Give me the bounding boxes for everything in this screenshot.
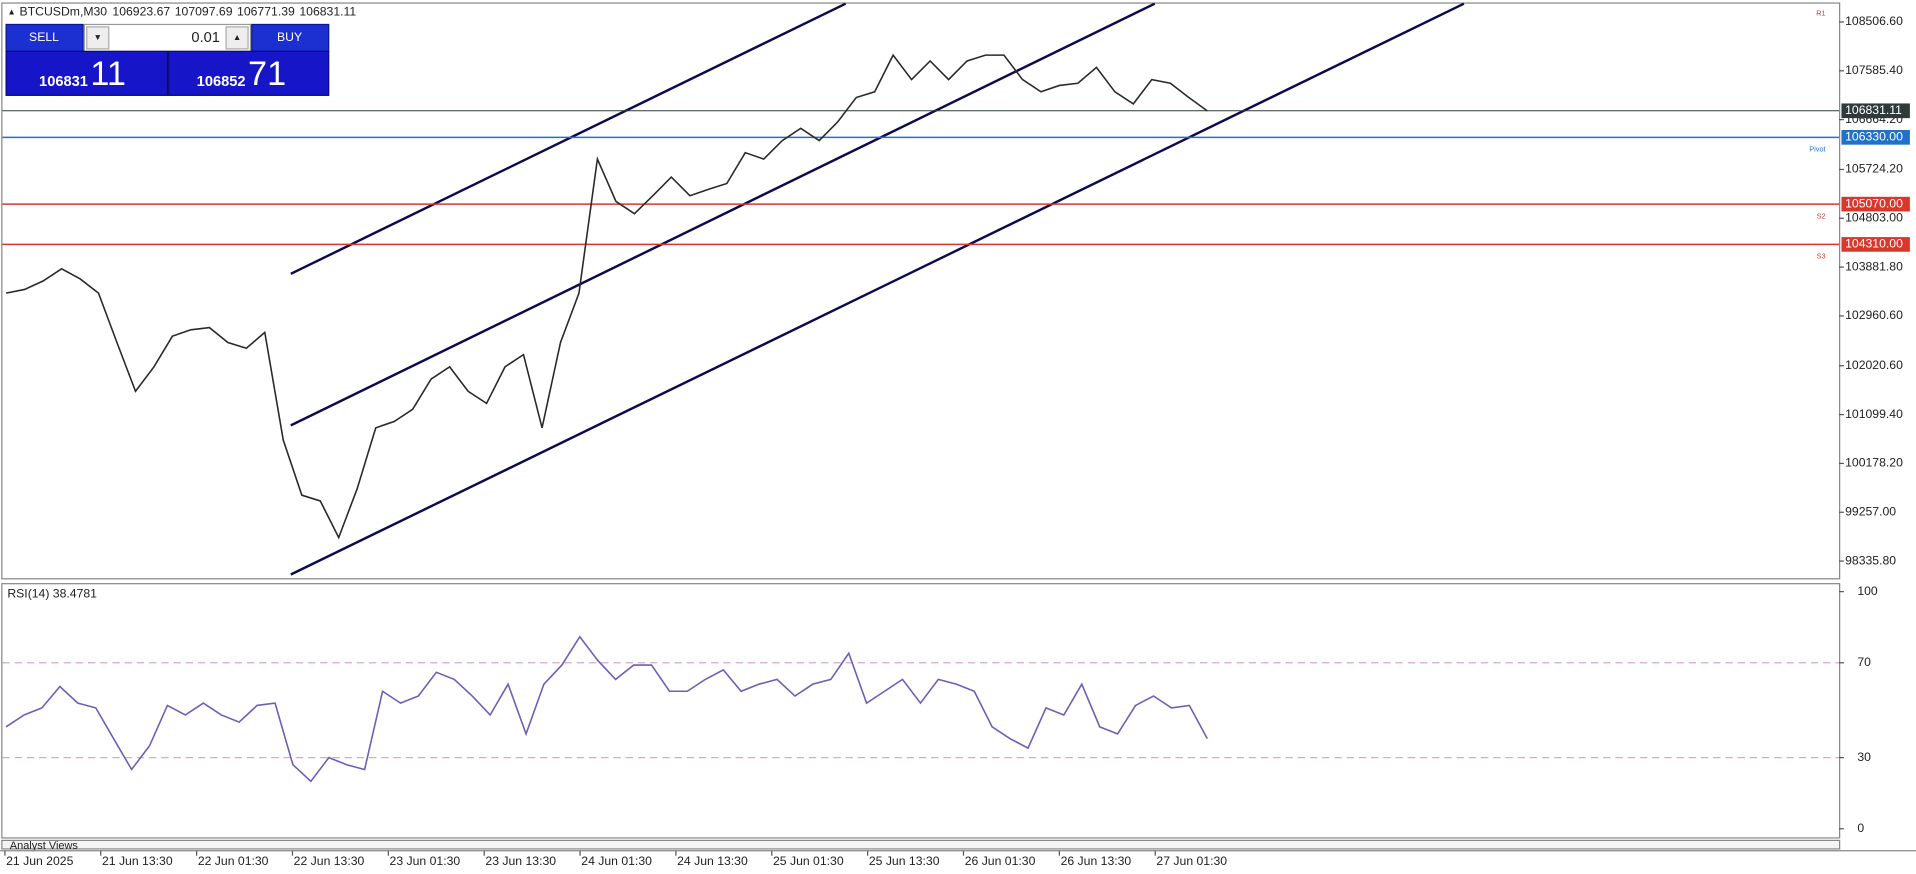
plot-layer: 21 Jun 2025 21 Jun 13:30 22 Jun 01:30 22 Ju… [2,8,1910,868]
y-tick-label: 0 [1857,821,1864,835]
volume-down[interactable] [86,26,110,50]
down-arrow[interactable]: ▼ [94,32,102,42]
time-label: 25 Jun 13:30 [869,854,940,868]
rsi-title: RSI(14) 38.4781 [7,586,97,600]
bid-box[interactable] [5,50,169,96]
y-tick-label: 100 [1857,584,1878,598]
level-label: 106831.11 [1845,103,1902,117]
time-label: 26 Jun 01:30 [965,854,1036,868]
y-tick-label: 98335.80 [1845,553,1896,567]
time-label: 27 Jun 01:30 [1156,854,1227,868]
channel-line [290,2,1465,576]
buy-button[interactable] [251,23,330,52]
rsi-pane [1,583,1841,839]
level-label-box [1841,130,1910,145]
time-label: 26 Jun 13:30 [1061,854,1132,868]
sell-label[interactable]: SELL [29,30,59,44]
level-name: S2 [1817,211,1826,220]
ask-big[interactable]: 106852 [197,74,246,90]
level-label: 104310.00 [1845,237,1903,251]
channel-line [290,2,1156,427]
ask-small[interactable]: 71 [248,55,286,93]
collapse-icon[interactable]: ▲ [7,6,15,16]
ohlc-value: 106923.67 [112,4,170,18]
y-tick-label: 103881.80 [1845,259,1903,273]
y-tick-label: 108506.60 [1845,14,1903,28]
symbol: BTCUSDm,M30 [20,4,108,18]
volume[interactable]: 0.01 [191,30,220,46]
y-tick-label: 104803.00 [1845,211,1903,225]
price-pane [1,2,1841,580]
y-tick-label: 100178.20 [1845,456,1903,470]
y-tick-label: 102960.60 [1845,308,1903,322]
ohlc: 106923.67 107097.69 106771.39 106831.11 [112,4,356,18]
channel-line [290,2,847,275]
ask-box[interactable] [168,50,330,96]
bid-small[interactable]: 11 [90,55,126,93]
buy-label[interactable]: BUY [277,30,302,44]
bid-big[interactable]: 106831 [39,74,88,90]
y-tick-label: 105724.20 [1845,162,1903,176]
level-name: S3 [1817,252,1826,261]
level-label-box [1841,103,1910,119]
level-label: 105070.00 [1845,196,1903,210]
y-tick-label: 101099.40 [1845,407,1903,421]
level-label-box [1841,196,1910,212]
tab-label[interactable]: Analyst Views [10,840,79,852]
level-name: Pivot [1809,145,1825,154]
ohlc-value: 107097.69 [175,4,233,18]
y-tick-label: 107585.40 [1845,63,1903,77]
time-label: 21 Jun 2025 [6,854,73,868]
time-label: 25 Jun 01:30 [773,854,844,868]
one-click-panel: SELL ▼ ▲ 0.01 BUY 106831 11 106852 71 [5,23,330,96]
time-label: 24 Jun 13:30 [677,854,748,868]
series-line [5,53,1208,540]
ohlc-value: 106831.11 [299,4,356,18]
y-tick-label: 99257.00 [1845,504,1896,518]
annotation: R1 [1816,8,1825,17]
level-label: 106330.00 [1845,130,1903,144]
y-tick-label: 70 [1857,655,1871,669]
series-line [5,635,1208,783]
volume-up[interactable] [225,26,249,50]
up-arrow[interactable]: ▲ [233,32,241,42]
time-label: 22 Jun 01:30 [198,854,269,868]
y-tick-label: 30 [1857,750,1871,764]
ohlc-value: 106771.39 [237,4,295,18]
level-label-box [1841,237,1910,252]
time-label: 23 Jun 01:30 [390,854,461,868]
time-label: 24 Jun 01:30 [581,854,652,868]
y-tick-label: 102020.60 [1845,358,1903,372]
tab-strip [1,839,1841,850]
time-label: 21 Jun 13:30 [102,854,173,868]
time-label: 22 Jun 13:30 [294,854,365,868]
trend-channel [290,2,1465,576]
time-label: 23 Jun 13:30 [485,854,556,868]
sell-button[interactable] [5,23,84,52]
